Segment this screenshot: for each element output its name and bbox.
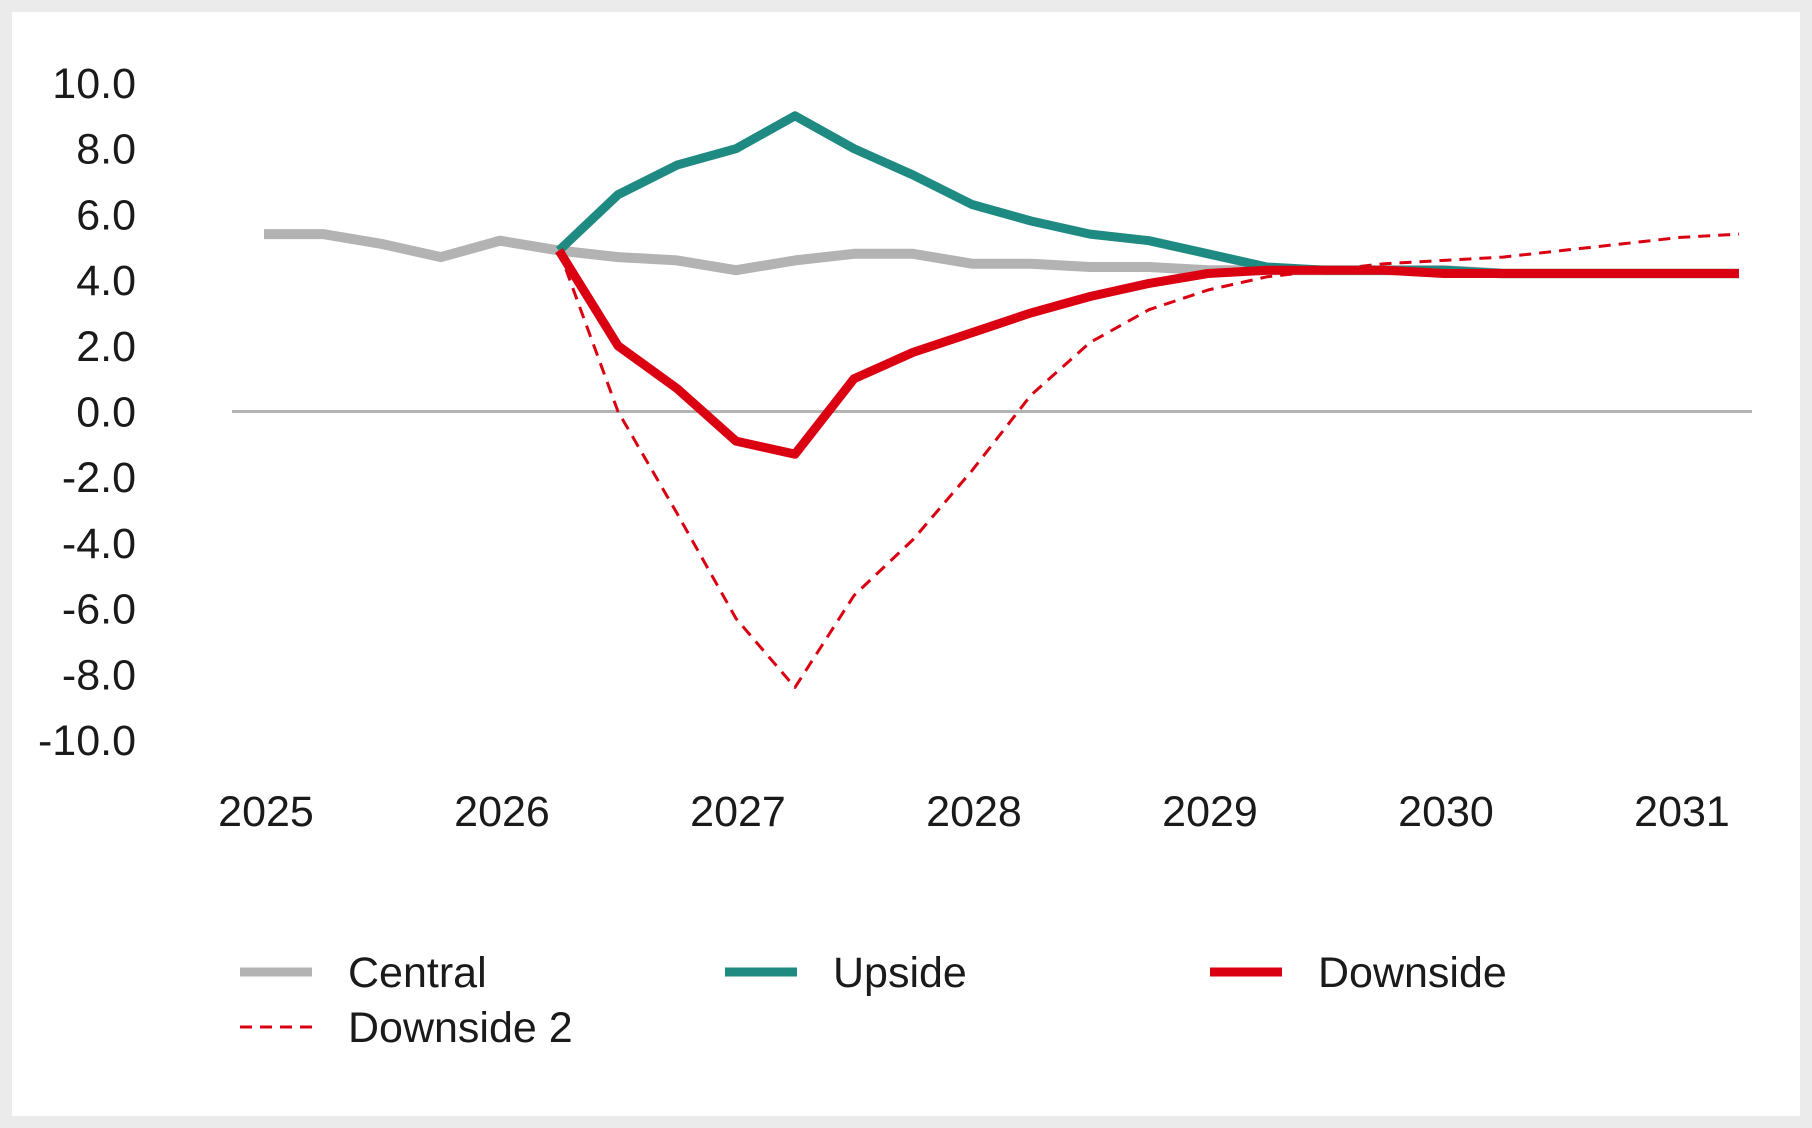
- series-line-downside: [555, 248, 1739, 459]
- y-tick-label: -2.0: [62, 454, 136, 502]
- legend-label-upside: Upside: [833, 949, 967, 997]
- y-tick-label: 6.0: [76, 191, 136, 239]
- y-tick-label: 0.0: [76, 389, 136, 437]
- y-tick-label: -4.0: [62, 520, 136, 568]
- y-tick-label: 8.0: [76, 126, 136, 174]
- x-tick-label: 2025: [218, 788, 314, 836]
- legend-label-downside: Downside: [1318, 949, 1507, 997]
- chart-panel: 10.0 8.0 6.0 4.0 2.0 0.0 -2.0 -4.0 -6.0 -8.0 -10.0…: [12, 12, 1800, 1116]
- series-line-central: [264, 229, 1739, 279]
- y-tick-label: -10.0: [38, 717, 136, 765]
- series-line-downside-2: [557, 232, 1740, 689]
- x-tick-label: 2029: [1162, 788, 1258, 836]
- x-tick-label: 2030: [1398, 788, 1494, 836]
- y-tick-label: -8.0: [62, 651, 136, 699]
- y-tick-label: 4.0: [76, 257, 136, 305]
- y-tick-label: 10.0: [52, 60, 136, 108]
- legend-label-downside-2: Downside 2: [348, 1004, 573, 1052]
- y-tick-label: -6.0: [62, 586, 136, 634]
- line-chart: 10.0 8.0 6.0 4.0 2.0 0.0 -2.0 -4.0 -6.0 -8.0 -10.0…: [38, 60, 1752, 1052]
- x-tick-label: 2028: [926, 788, 1022, 836]
- legend-label-central: Central: [348, 949, 487, 997]
- x-tick-label: 2031: [1634, 788, 1730, 836]
- x-tick-label: 2026: [454, 788, 550, 836]
- y-tick-label: 2.0: [76, 323, 136, 371]
- x-tick-label: 2027: [690, 788, 786, 836]
